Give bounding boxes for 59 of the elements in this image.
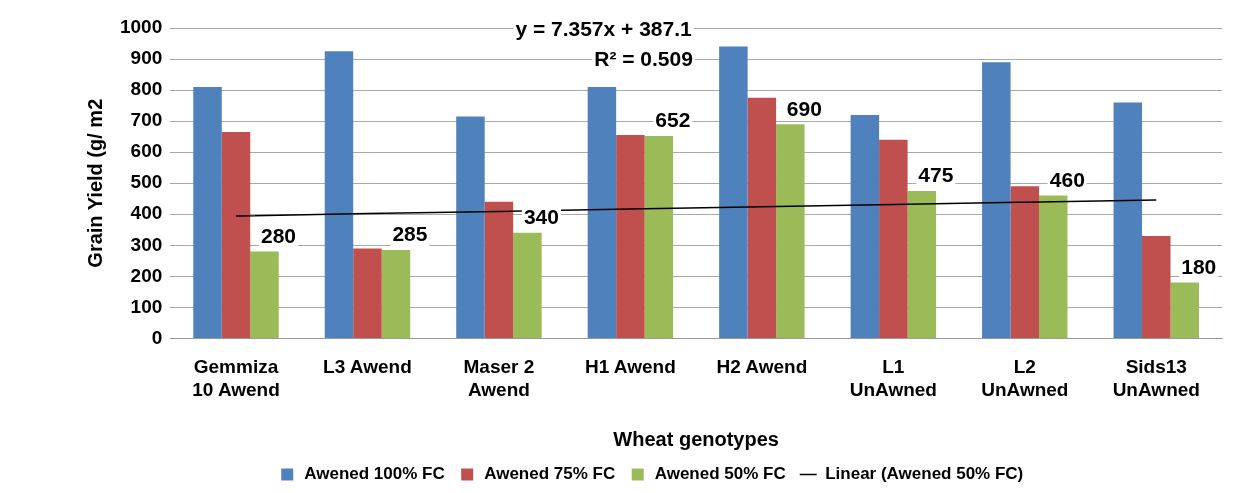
y-tick-label: 400 (130, 202, 163, 224)
y-tick-label: 800 (130, 78, 163, 100)
x-tick-label: L2 UnAwned (981, 356, 1069, 400)
y-tick-label: 100 (130, 295, 163, 317)
bar (221, 131, 251, 338)
legend-label: Awened 100% FC (304, 464, 445, 484)
bar (719, 46, 748, 338)
y-axis-title: Grain Yield (g/ m2 (83, 98, 106, 268)
bar (907, 190, 937, 338)
bar (381, 249, 411, 338)
y-tick-label: 200 (130, 264, 163, 286)
bar (1113, 102, 1143, 338)
bar (587, 86, 617, 338)
bar (193, 86, 222, 338)
x-tick-label: Maser 2 Awend (463, 356, 535, 400)
data-label: 652 (655, 108, 691, 132)
bar (776, 124, 805, 338)
legend-label: Awened 75% FC (484, 464, 616, 484)
y-tick-label: 700 (130, 109, 163, 131)
bar (484, 201, 514, 338)
y-tick-label: 300 (130, 233, 163, 255)
y-tick-label: 600 (130, 140, 163, 162)
bar (982, 62, 1011, 338)
bar (324, 51, 354, 338)
annotation: R² = 0.509 (594, 46, 693, 70)
bar (879, 139, 908, 338)
data-label: 690 (786, 96, 822, 120)
x-axis-title: Wheat genotypes (613, 427, 779, 450)
x-tick-label: L1 UnAwned (849, 356, 937, 400)
x-tick-label: L3 Awend (323, 356, 412, 378)
data-label: 340 (523, 205, 559, 229)
annotation: y = 7.357x + 387.1 (515, 16, 693, 40)
bar (1039, 195, 1068, 338)
data-label: 460 (1049, 167, 1085, 191)
x-tick-label: H1 Awend (584, 356, 676, 378)
bar (1170, 282, 1199, 338)
data-label: 180 (1181, 254, 1217, 278)
y-tick-label: 500 (130, 171, 163, 193)
bar (513, 232, 542, 338)
y-tick-label: 0 (151, 326, 163, 348)
legend-label: Linear (Awened 50% FC) (825, 464, 1024, 484)
y-tick-label: 900 (130, 47, 163, 69)
bar (644, 136, 674, 338)
data-label: 285 (392, 222, 428, 246)
y-tick-label: 1000 (119, 16, 163, 38)
bar (1010, 186, 1040, 338)
bar (250, 251, 279, 338)
bar (456, 116, 485, 338)
x-tick-label: Gemmiza 10 Awend (192, 356, 280, 400)
bar (747, 97, 777, 338)
bar (850, 114, 880, 338)
bar (353, 248, 382, 338)
data-label: 280 (260, 223, 297, 247)
x-tick-label: Sids13 UnAwned (1112, 356, 1200, 400)
bar (1142, 235, 1171, 338)
legend-label: Awened 50% FC (654, 464, 786, 484)
data-label: 475 (918, 163, 954, 187)
x-tick-label: H2 Awend (716, 356, 808, 378)
bar (616, 135, 645, 338)
